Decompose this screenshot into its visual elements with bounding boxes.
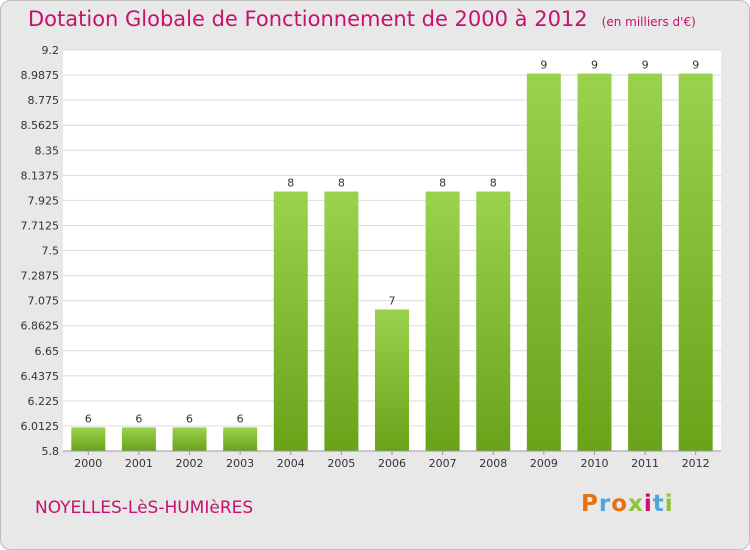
y-tick-label: 8.775 [28,94,60,107]
bar [172,427,207,451]
logo-letter: o [611,491,629,517]
bar-value-label: 8 [439,177,446,190]
x-tick-label: 2012 [682,457,710,470]
bar-value-label: 6 [237,412,244,425]
bar [71,427,106,451]
bar [678,73,713,452]
bar [425,191,460,451]
bar-value-label: 8 [490,177,497,190]
x-tick-label: 2008 [479,457,507,470]
y-tick-label: 7.2875 [21,270,60,283]
bar [375,309,409,451]
bars: 6 6 6 6 8 8 7 8 8 9 9 9 9 [71,59,713,452]
y-tick-label: 8.9875 [21,69,60,82]
y-tick-label: 6.225 [28,395,60,408]
bar-value-label: 9 [540,59,547,72]
x-tick-label: 2010 [580,457,608,470]
y-tick-label: 7.925 [28,194,60,207]
bar [273,191,308,451]
bar [223,427,258,451]
chart-title-text: Dotation Globale de Fonctionnement de 20… [28,7,588,31]
x-tick-label: 2005 [327,457,355,470]
chart-title: Dotation Globale de Fonctionnement de 20… [28,7,696,31]
y-tick-label: 9.2 [42,44,60,57]
commune-name: NOYELLES-LèS-HUMIèRES [35,498,254,518]
x-tick-label: 2001 [125,457,153,470]
chart-unit: (en milliers d'€) [601,15,696,29]
y-tick-label: 7.5 [42,245,60,258]
y-tick-label: 6.4375 [21,370,60,383]
x-tick-label: 2007 [429,457,457,470]
x-axis-ticks: 2000 2001 2002 2003 2004 2005 2006 2007 2008 2009… [74,451,710,470]
y-tick-label: 8.1375 [21,169,60,182]
logo-letter: i [664,491,674,517]
x-tick-label: 2000 [74,457,102,470]
bar-value-label: 9 [591,59,598,72]
bar [121,427,156,451]
logo-letter: P [581,491,599,517]
y-tick-label: 6.65 [35,345,60,358]
y-axis-ticks: 5.8 6.0125 6.225 6.4375 6.65 6.8625 7.075 7.287… [21,44,60,458]
bar-value-label: 6 [135,412,142,425]
bar-value-label: 8 [287,177,294,190]
y-tick-label: 8.5625 [21,119,60,132]
logo-letter: x [628,491,644,517]
bar-value-label: 7 [389,294,396,307]
x-tick-label: 2009 [530,457,558,470]
x-tick-label: 2003 [226,457,254,470]
bar-value-label: 9 [642,59,649,72]
x-tick-label: 2002 [176,457,204,470]
y-tick-label: 6.8625 [21,320,60,333]
y-tick-label: 7.7125 [21,219,60,232]
bar-value-label: 8 [338,177,345,190]
bar [526,73,561,452]
x-tick-label: 2004 [277,457,305,470]
x-tick-label: 2006 [378,457,406,470]
bar-value-label: 6 [85,412,92,425]
bar-value-label: 6 [186,412,193,425]
bar [324,191,359,451]
logo-letter: r [598,491,612,517]
logo-letter: i [643,491,653,517]
proxiti-logo: Proxiti [581,491,674,517]
y-tick-label: 6.0125 [21,420,60,433]
y-tick-label: 7.075 [28,295,60,308]
y-tick-label: 5.8 [42,445,60,458]
logo-letter: t [652,491,665,517]
bar [628,73,663,452]
bar-value-label: 9 [692,59,699,72]
y-tick-label: 8.35 [35,144,60,157]
x-tick-label: 2011 [631,457,659,470]
bar [577,73,612,452]
bar [476,191,511,451]
